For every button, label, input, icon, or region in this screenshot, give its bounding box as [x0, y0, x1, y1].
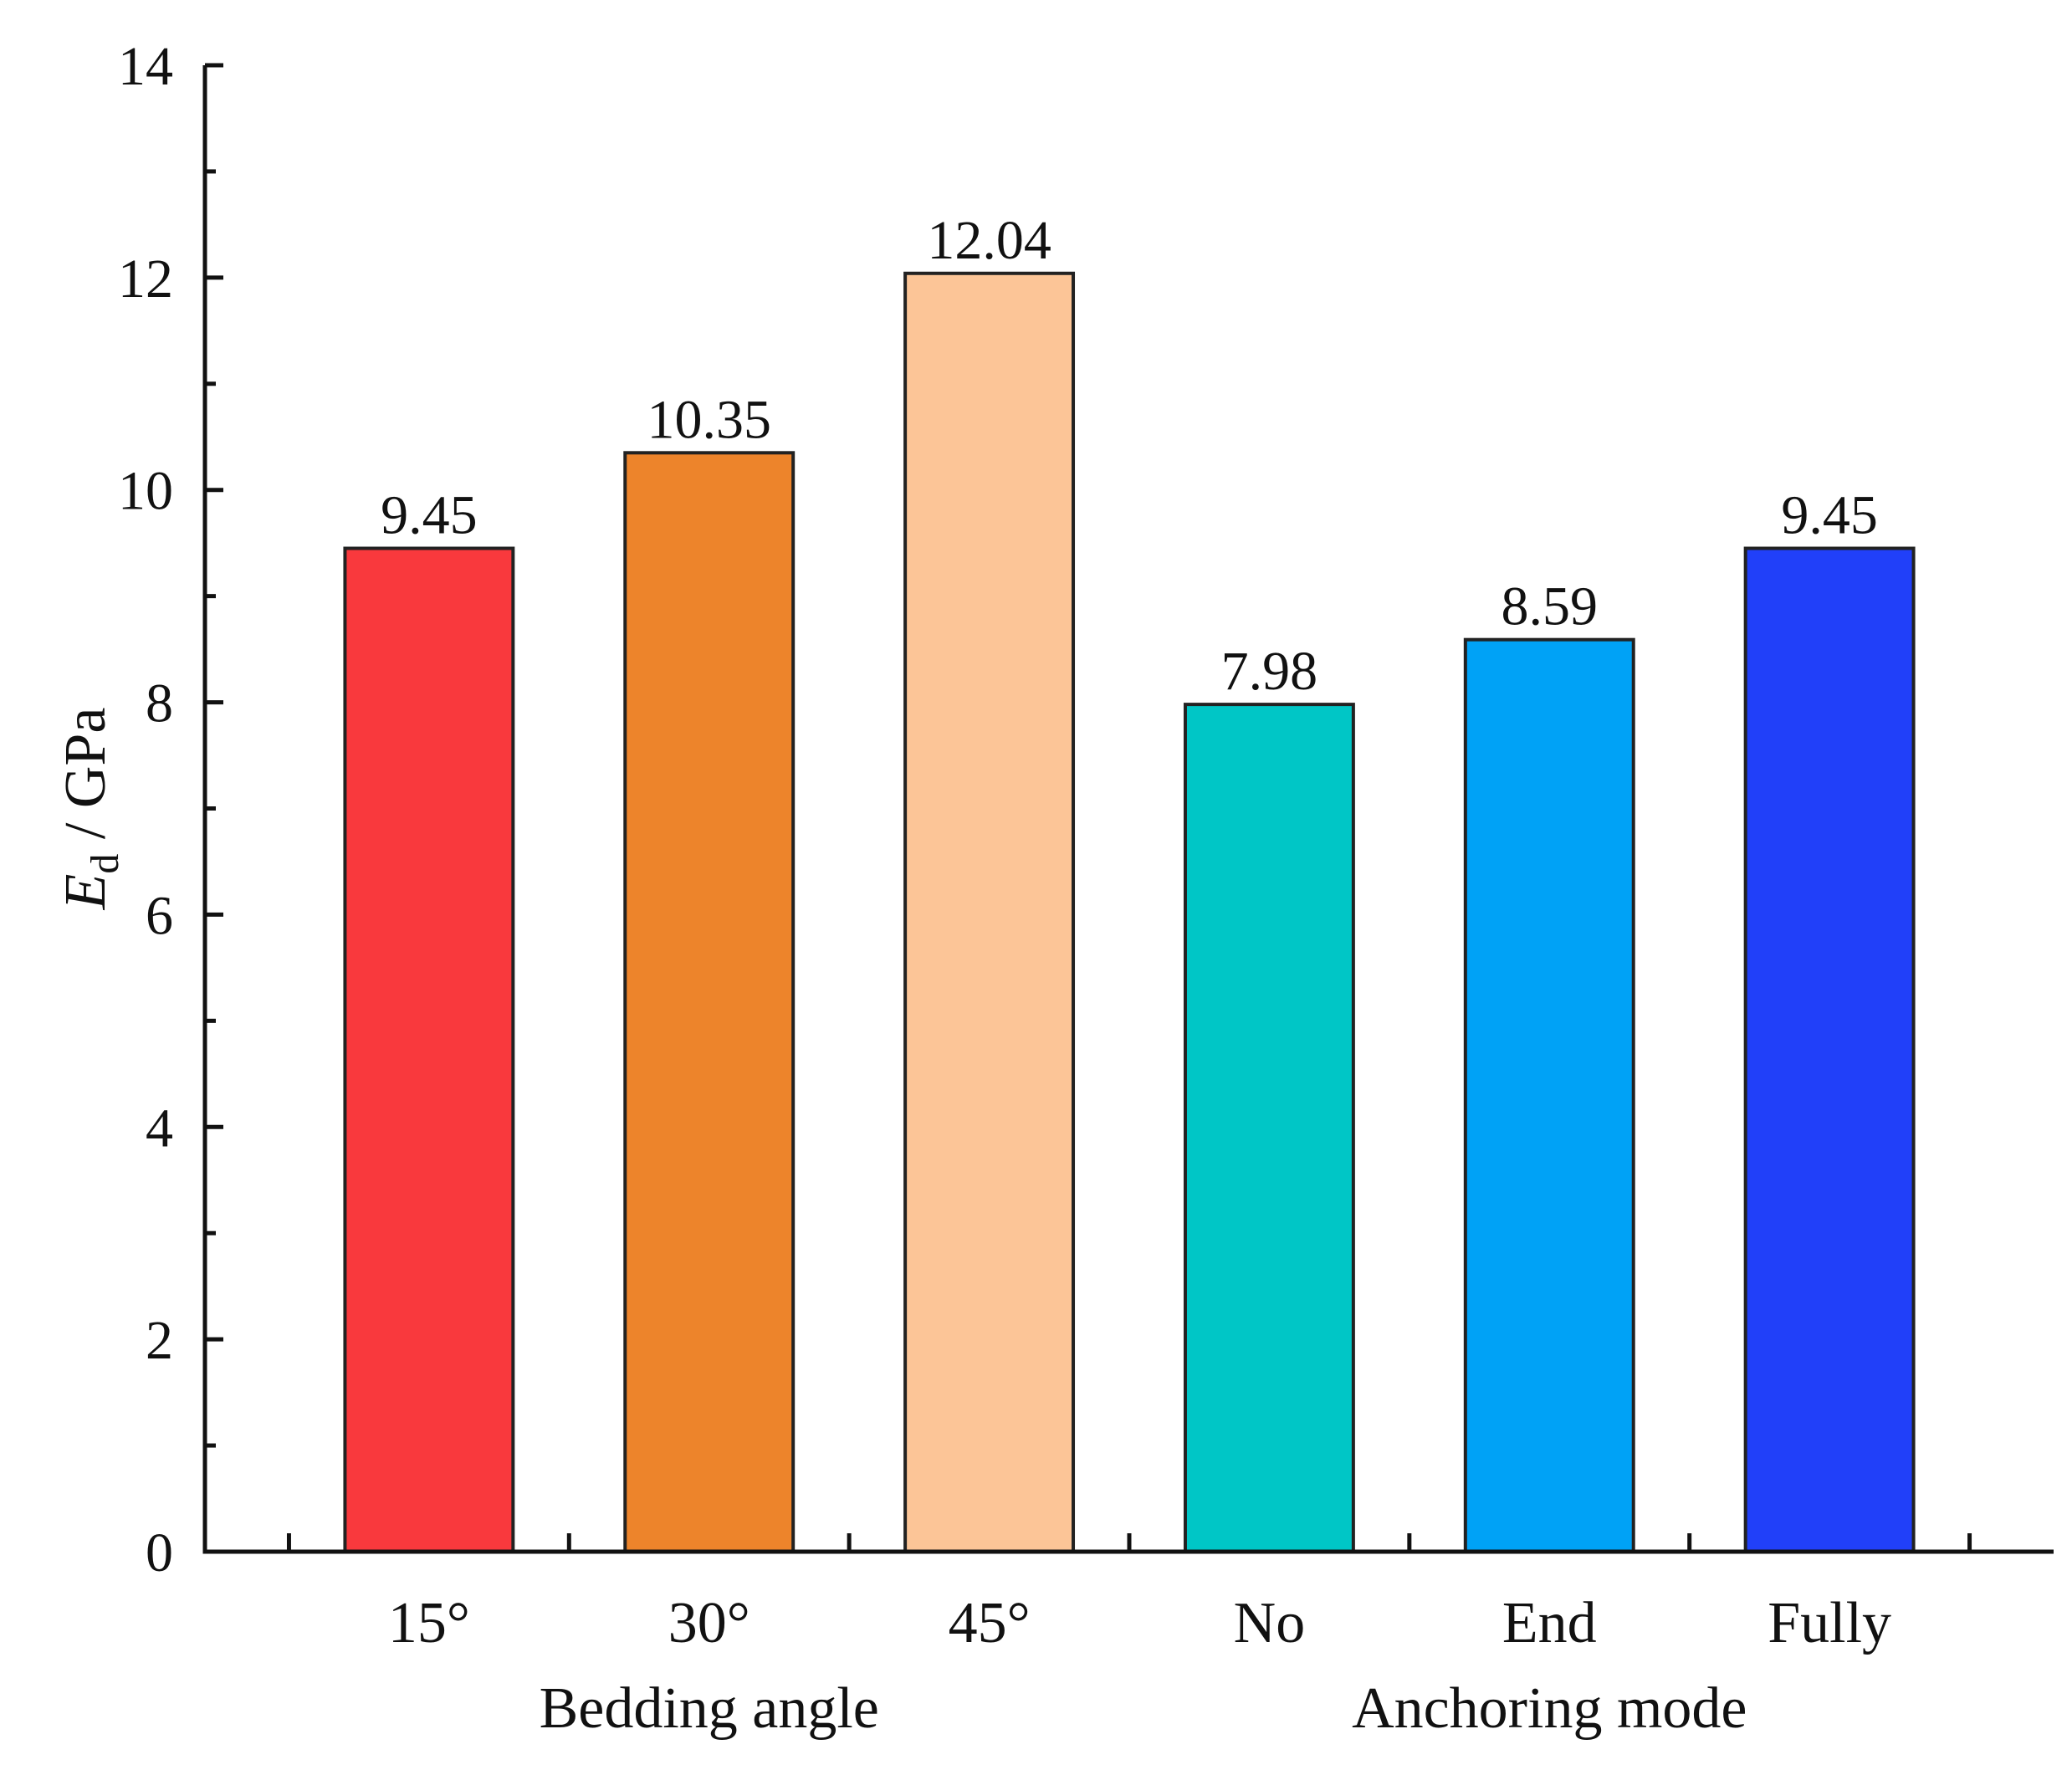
category-label: 45° [949, 1591, 1031, 1655]
y-tick-label: 4 [146, 1097, 173, 1159]
y-axis-ticks: 0 2 4 6 8 10 12 14 [118, 36, 223, 1583]
bar [623, 451, 796, 1553]
group-labels: Bedding angle Anchoring mode [540, 1676, 1747, 1741]
group-label: Anchoring mode [1352, 1676, 1747, 1741]
y-tick-label: 14 [118, 36, 173, 97]
bar-value-label: 12.04 [927, 210, 1051, 271]
bar [1463, 637, 1635, 1553]
category-labels: 15° 30° 45° No End Fully [388, 1591, 1891, 1655]
y-tick-label: 0 [146, 1522, 173, 1583]
bar [903, 271, 1076, 1553]
data-labels: 9.45 10.35 12.04 7.98 8.59 9.45 [381, 210, 1878, 702]
bar [1183, 703, 1355, 1553]
category-label: Fully [1768, 1591, 1891, 1655]
group-label: Bedding angle [540, 1676, 879, 1741]
y-axis-title-unit: / GPa [54, 708, 118, 854]
category-label: 30° [668, 1591, 750, 1655]
category-label: No [1234, 1591, 1306, 1655]
category-label: 15° [388, 1591, 470, 1655]
bar-value-label: 10.35 [647, 389, 771, 450]
bar-value-label: 9.45 [1781, 485, 1878, 546]
y-tick-label: 8 [146, 673, 173, 734]
bar-value-label: 9.45 [381, 485, 478, 546]
bar-value-label: 8.59 [1502, 576, 1599, 637]
bars [343, 271, 1916, 1553]
bar-value-label: 7.98 [1221, 641, 1318, 702]
x-axis-ticks [286, 1533, 1972, 1552]
y-axis-title-symbol: E [54, 874, 118, 911]
y-tick-label: 2 [146, 1310, 173, 1371]
bar [343, 546, 515, 1553]
y-tick-label: 6 [146, 885, 173, 946]
bar [1743, 546, 1916, 1553]
y-axis-title: Ed / GPa [54, 708, 127, 911]
y-tick-label: 12 [118, 248, 173, 309]
category-label: End [1502, 1591, 1597, 1655]
y-tick-label: 10 [118, 461, 173, 522]
y-axis-title-subscript: d [83, 854, 127, 874]
